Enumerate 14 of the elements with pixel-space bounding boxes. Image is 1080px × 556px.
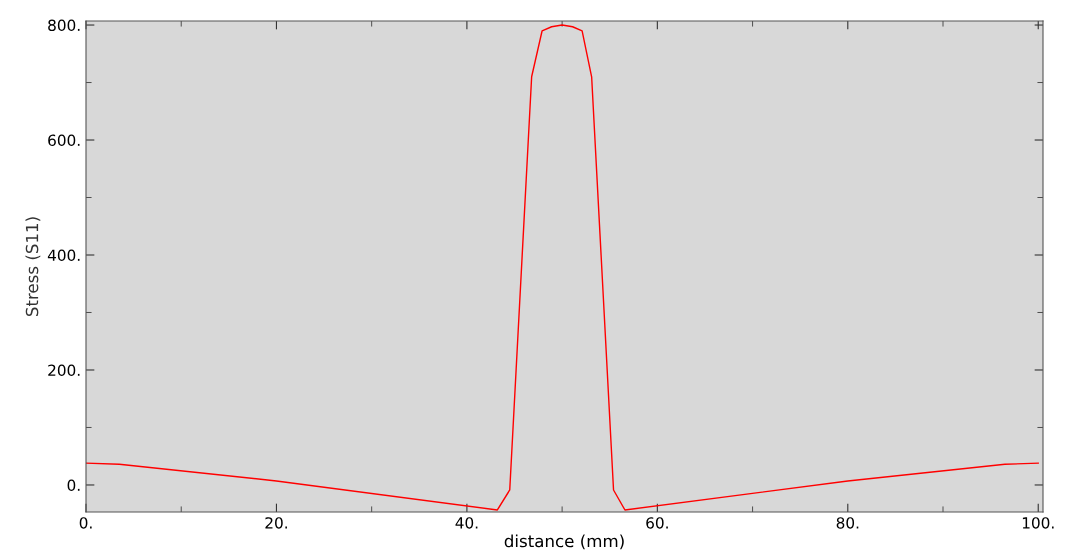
x-axis-title: distance (mm) xyxy=(504,534,624,550)
y-tick-label: 400. xyxy=(47,249,80,262)
x-tick-label: 100. xyxy=(1022,517,1054,529)
x-tick-label: 40. xyxy=(455,517,478,529)
y-axis-title: Stress (S11) xyxy=(25,217,41,317)
x-tick-label: 60. xyxy=(646,517,668,529)
y-tick-label: 200. xyxy=(48,364,80,377)
x-tick-label: 80. xyxy=(836,517,859,529)
line-series xyxy=(86,24,1039,511)
y-tick-label: 0. xyxy=(67,479,80,491)
y-tick-label: 600. xyxy=(48,134,80,147)
x-tick-label: 20. xyxy=(265,517,287,529)
y-tick-label: 800. xyxy=(48,19,80,32)
x-tick-label: 0. xyxy=(79,517,92,529)
